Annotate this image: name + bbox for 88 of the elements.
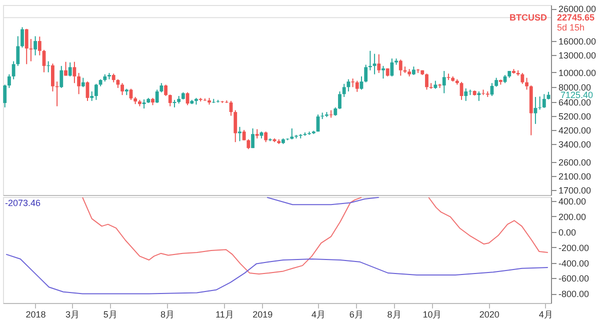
candlestick: [12, 60, 16, 80]
candlestick: [238, 126, 242, 142]
annotation: -2073.46: [5, 198, 41, 208]
candlestick: [68, 62, 72, 77]
y-tick-label: 16000.00: [558, 36, 596, 47]
x-tick-label: 10月: [422, 310, 442, 320]
candlestick: [8, 74, 11, 88]
x-tick-label: 11月: [216, 310, 234, 320]
candlestick: [16, 36, 20, 66]
candlestick: [355, 80, 359, 92]
candlestick: [464, 88, 468, 102]
line-series: [6, 254, 548, 294]
x-tick-label: 8月: [160, 310, 175, 320]
candlestick: [534, 96, 538, 124]
candlestick: [525, 77, 528, 90]
y-tick-label: 0.00: [558, 227, 576, 238]
x-tick-label: 8月: [387, 310, 402, 320]
x-tick-label: 2019: [252, 310, 273, 320]
candlestick: [94, 83, 98, 100]
candlestick: [81, 77, 85, 88]
candlestick: [264, 131, 268, 143]
candlestick: [160, 82, 164, 93]
candlestick: [290, 128, 294, 140]
line-series: [266, 197, 380, 206]
y-tick-label: 10000.00: [558, 68, 596, 78]
candlestick: [246, 138, 250, 150]
x-tick-label: 6月: [349, 310, 364, 320]
ref-line-label: 22745.65: [557, 12, 595, 23]
candlestick: [77, 72, 80, 95]
x-tick-label: 4月: [538, 310, 553, 320]
y-tick-label: 26000.00: [558, 4, 596, 14]
y-tick-label: 4200.00: [558, 125, 592, 136]
candlestick: [24, 28, 28, 65]
x-tick-label: 3月: [65, 310, 80, 320]
candlestick: [234, 110, 238, 143]
candlestick: [468, 89, 472, 96]
x-tick-label: 2018: [26, 310, 46, 320]
candlestick: [377, 54, 381, 74]
candlestick: [442, 70, 446, 94]
annotation: BTCUSD: [510, 12, 548, 23]
x-tick-label: 2020: [479, 310, 500, 320]
candlestick: [90, 90, 94, 102]
candlestick: [390, 58, 394, 77]
candlestick: [164, 84, 168, 97]
candlestick: [382, 65, 385, 80]
y-tick-label: -600.00: [558, 274, 590, 284]
x-tick-label: 4月: [312, 310, 326, 320]
candlestick: [64, 61, 68, 76]
candlestick: [155, 89, 159, 104]
candlestick: [360, 76, 364, 90]
candlestick: [34, 36, 38, 56]
candlestick: [168, 94, 172, 107]
candlestick: [477, 90, 481, 102]
candlestick: [60, 65, 64, 88]
candlestick: [120, 82, 124, 96]
candlestick: [38, 36, 42, 56]
candlestick: [3, 84, 7, 108]
y-tick-label: -200.00: [558, 242, 590, 253]
candlestick: [482, 89, 485, 96]
candlestick: [342, 83, 346, 98]
y-tick-label: 13000.00: [558, 50, 596, 60]
candlestick: [20, 26, 24, 48]
y-tick-label: 2600.00: [558, 157, 592, 168]
y-tick-label: 200.00: [558, 212, 586, 222]
candlestick: [338, 90, 342, 110]
y-tick-label: 3400.00: [558, 140, 592, 150]
candlestick: [255, 128, 259, 139]
y-tick-label: 5200.00: [558, 111, 592, 122]
candlestick: [364, 64, 368, 83]
candlestick: [425, 73, 428, 90]
y-tick-label: 1700.00: [558, 186, 592, 196]
candlestick: [520, 72, 524, 84]
candlestick: [398, 59, 402, 76]
y-tick-label: 6400.00: [558, 97, 592, 108]
y-tick-label: 400.00: [558, 196, 586, 206]
candlestick: [251, 128, 254, 149]
y-tick-label: 2100.00: [558, 172, 592, 182]
y-tick-label: -800.00: [558, 289, 590, 300]
candlestick: [129, 88, 133, 100]
y-tick-label: -400.00: [558, 258, 590, 268]
candlestick: [372, 53, 376, 75]
candlestick: [72, 61, 76, 84]
candlestick: [29, 38, 33, 62]
candlestick: [51, 63, 54, 92]
candlestick: [542, 94, 546, 108]
x-tick-label: 5月: [103, 310, 118, 320]
text: 5d 15h: [557, 22, 585, 33]
candlestick: [186, 92, 190, 106]
